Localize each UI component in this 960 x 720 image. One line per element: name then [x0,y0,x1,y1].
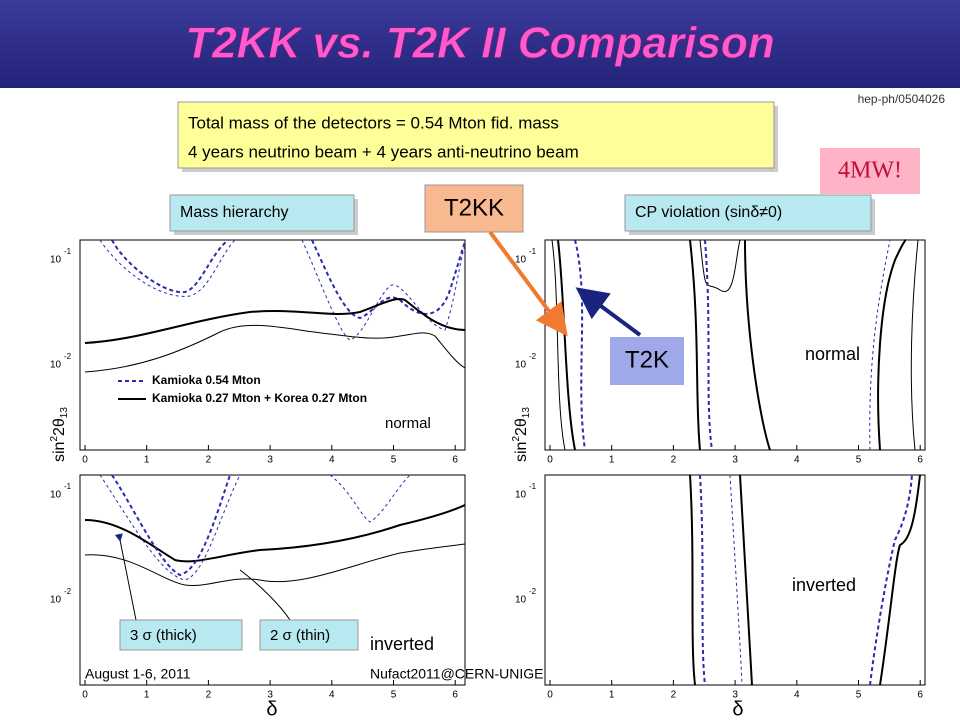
y-axis-label-part: 2θ [513,418,530,436]
label: T2KK [444,194,504,221]
reference: hep-ph/0504026 [858,92,946,106]
x-tick-label: 4 [329,455,335,466]
x-tick-label: 2 [206,455,212,466]
x-tick-label: 6 [917,690,923,701]
x-tick-label: 0 [547,690,553,701]
plot-frame [544,474,926,686]
label-box [610,337,684,385]
footer: August 1-6, 2011 [85,666,191,682]
x-tick-label: 5 [856,690,862,701]
footer: Nufact2011@CERN-UNIGE [370,666,543,682]
y-tick-label: 10 [515,360,527,371]
y-tick-exponent: -2 [529,352,537,361]
y-tick-label: 10 [515,255,527,266]
x-tick-label: 1 [609,455,615,466]
label: Mass hierarchy [180,204,288,221]
sigma-label: 3 σ (thick) [130,627,197,644]
sigma-label: 2 σ (thin) [270,627,330,644]
x-tick-label: 6 [452,690,458,701]
x-axis-label: δ [732,698,743,720]
x-tick-label: 2 [206,690,212,701]
x-tick-label: 3 [732,690,738,701]
label-box [119,619,243,651]
legend-label: Kamioka 0.27 Mton + Korea 0.27 Mton [152,391,367,405]
label-box [169,194,355,232]
x-axis-label: δ [266,698,277,720]
label-box [259,619,359,651]
y-tick-exponent: -2 [64,587,72,596]
x-tick-label: 5 [391,455,397,466]
y-axis-label-part: 13 [59,407,70,419]
x-tick-label: 1 [144,690,150,701]
x-tick-label: 0 [82,455,88,466]
summary-line: Total mass of the detectors = 0.54 Mton … [188,113,559,132]
x-tick-label: 2 [671,455,677,466]
panel-label: normal [385,415,431,432]
y-tick-label: 10 [50,595,62,606]
y-tick-label: 10 [50,360,62,371]
x-tick-label: 3 [267,455,273,466]
x-tick-label: 6 [917,455,923,466]
panel-label: normal [805,344,860,364]
y-tick-label: 10 [50,255,62,266]
power: 4MW! [838,158,902,184]
x-tick-label: 3 [732,455,738,466]
panel-label: inverted [370,634,434,654]
x-tick-label: 0 [82,690,88,701]
y-axis-label-part: 13 [521,407,532,419]
x-tick-label: 2 [671,690,677,701]
curves [488,230,921,686]
y-axis-label-part: sin [513,442,530,462]
curves [84,239,466,400]
y-tick-exponent: -2 [64,352,72,361]
y-axis-label: sin22θ13 [49,407,70,462]
y-tick-label: 10 [50,490,62,501]
x-tick-label: 0 [547,455,553,466]
y-tick-exponent: -2 [529,587,537,596]
plot-frame [79,239,466,451]
y-axis-label-part: 2θ [51,418,68,436]
x-tick-label: 5 [391,690,397,701]
title: T2KK vs. T2K II Comparison [185,19,774,68]
plot-frame [79,474,466,686]
summary-line: 4 years neutrino beam + 4 years anti-neu… [188,142,579,161]
label-box [624,194,872,232]
label: T2K [625,346,669,373]
y-tick-label: 10 [515,490,527,501]
y-tick-exponent: -1 [64,247,72,256]
x-tick-label: 4 [329,690,335,701]
x-tick-label: 1 [609,690,615,701]
y-tick-exponent: -1 [529,482,537,491]
x-tick-label: 1 [144,455,150,466]
y-axis-label-part: 2 [511,436,522,442]
curves [84,474,466,621]
y-tick-exponent: -1 [529,247,537,256]
y-axis-label: sin22θ13 [511,407,532,462]
y-axis-label-part: 2 [49,436,60,442]
summary-box [177,101,775,169]
y-axis-label-part: sin [51,442,68,462]
x-tick-label: 4 [794,455,800,466]
power-box [820,148,920,194]
header-bar [0,0,960,88]
label: CP violation (sinδ≠0) [635,204,782,221]
y-tick-label: 10 [515,595,527,606]
x-tick-label: 5 [856,455,862,466]
x-tick-label: 4 [794,690,800,701]
y-tick-exponent: -1 [64,482,72,491]
legend-label: Kamioka 0.54 Mton [152,373,261,387]
label-box [424,184,524,233]
panel-label: inverted [792,575,856,595]
x-tick-label: 6 [452,455,458,466]
x-tick-label: 3 [267,690,273,701]
